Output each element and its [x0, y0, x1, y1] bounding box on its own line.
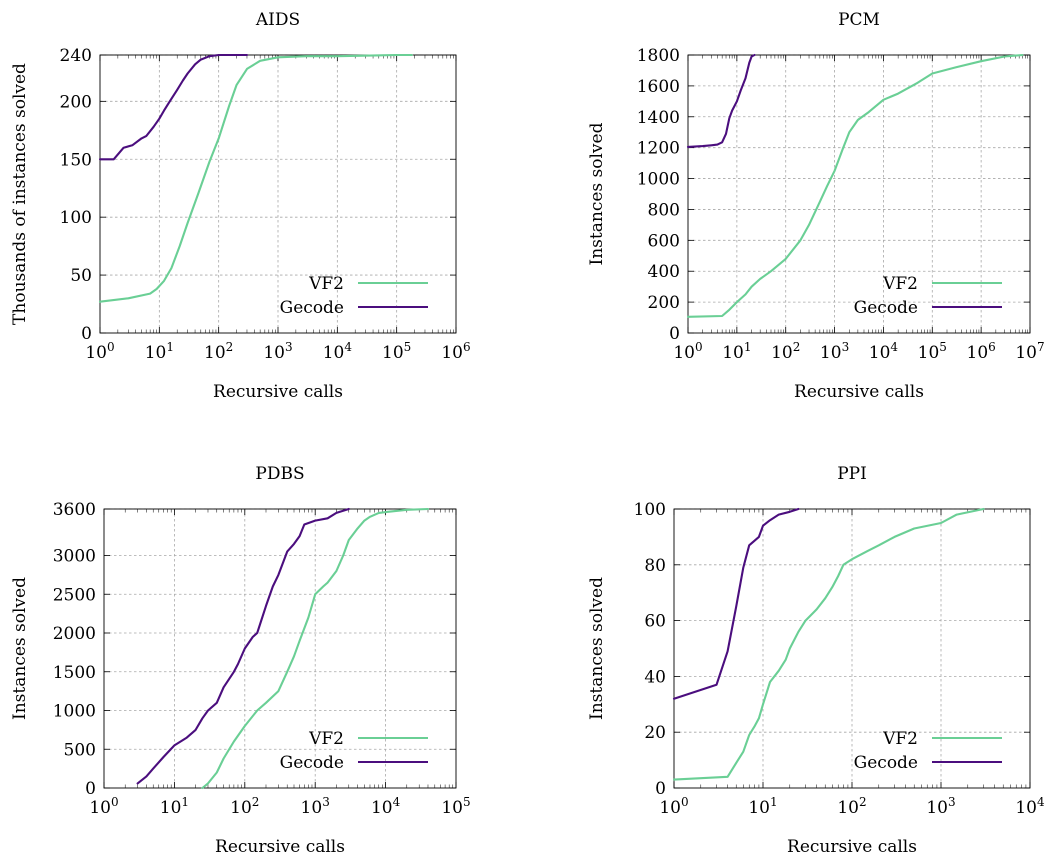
chart-aids: 100 101 102 103 104 105 106 0 50 100 150 200 240 AIDS…: [10, 10, 471, 402]
chart-title: PPI: [837, 464, 867, 484]
plot-frame: [103, 508, 457, 789]
x-tick-label: 101: [160, 795, 189, 818]
y-tick-label: 400: [648, 262, 680, 282]
x-tick-label: 103: [926, 795, 955, 818]
y-tick-label: 50: [70, 266, 92, 286]
y-tick-label: 0: [669, 324, 680, 344]
x-tick-label: 102: [230, 795, 259, 818]
y-tick-label: 2000: [53, 624, 96, 644]
x-tick-label: 103: [301, 795, 330, 818]
x-tick-label: 104: [1015, 795, 1045, 818]
legend-label-vf2: VF2: [308, 729, 344, 749]
legend-label-vf2: VF2: [882, 729, 918, 749]
x-tick-label: 100: [89, 795, 118, 818]
y-tick-label: 20: [644, 723, 666, 743]
y-tick-label: 240: [60, 46, 92, 66]
x-tick-label: 104: [371, 795, 401, 818]
y-axis-label: Thousands of instances solved: [10, 63, 30, 325]
x-tick-label: 100: [673, 340, 702, 363]
y-tick-label: 80: [644, 556, 666, 576]
series-line-vf2: [201, 507, 430, 790]
y-axis-label: Instances solved: [587, 122, 607, 265]
x-tick-label: 102: [771, 340, 800, 363]
legend-label-vf2: VF2: [308, 274, 344, 294]
y-tick-label: 100: [634, 500, 666, 520]
plot-frame: [687, 54, 1031, 334]
x-tick-label: 106: [441, 340, 470, 363]
x-tick-label: 103: [263, 340, 292, 363]
x-tick-label: 106: [967, 340, 996, 363]
series-line-gecode: [136, 507, 350, 785]
y-tick-label: 60: [644, 612, 666, 632]
chart-title: AIDS: [255, 10, 300, 30]
y-tick-label: 1000: [637, 170, 680, 190]
chart-ppi: 100 101 102 103 104 0 20 40 60 80 100 PPI Recursive …: [587, 464, 1045, 856]
x-tick-label: 107: [1015, 340, 1044, 363]
y-tick-label: 40: [644, 667, 666, 687]
series-line-vf2: [98, 53, 413, 303]
x-tick-label: 105: [441, 795, 470, 818]
y-tick-label: 200: [60, 92, 92, 112]
x-tick-label: 104: [323, 340, 353, 363]
series-line-gecode: [672, 507, 800, 700]
chart-pdbs: 100 101 102 103 104 105 0 500 1000 1500 2000 2500 30…: [10, 464, 471, 856]
x-axis-label: Recursive calls: [794, 382, 924, 402]
x-tick-label: 102: [837, 795, 866, 818]
y-tick-label: 1500: [53, 663, 96, 683]
y-axis-label: Instances solved: [587, 577, 607, 720]
x-tick-label: 105: [382, 340, 411, 363]
x-tick-label: 104: [869, 340, 899, 363]
x-axis-label: Recursive calls: [213, 382, 343, 402]
y-tick-label: 1200: [637, 139, 680, 159]
x-tick-label: 101: [722, 340, 751, 363]
x-tick-label: 100: [85, 340, 114, 363]
legend-label-gecode: Gecode: [280, 298, 344, 318]
x-axis-label: Recursive calls: [215, 837, 345, 856]
chart-pcm: 100 101 102 103 104 105 106 107 0 200 400 600 800 100…: [587, 10, 1045, 402]
y-tick-label: 150: [60, 150, 92, 170]
y-axis-label: Instances solved: [10, 577, 30, 720]
y-tick-label: 3600: [53, 500, 96, 520]
x-tick-label: 103: [820, 340, 849, 363]
y-tick-label: 0: [85, 779, 96, 799]
y-tick-label: 3000: [53, 547, 96, 567]
x-axis-label: Recursive calls: [787, 837, 917, 856]
y-tick-label: 600: [648, 231, 680, 251]
series-line-vf2: [672, 507, 985, 781]
y-tick-label: 800: [648, 200, 680, 220]
x-tick-label: 101: [748, 795, 777, 818]
y-tick-label: 0: [655, 779, 666, 799]
series-line-gecode: [686, 53, 756, 148]
x-tick-label: 100: [659, 795, 688, 818]
legend-label-gecode: Gecode: [854, 753, 918, 773]
x-tick-label: 105: [918, 340, 947, 363]
y-tick-label: 1600: [637, 77, 680, 97]
y-tick-label: 2500: [53, 585, 96, 605]
y-tick-label: 1400: [637, 108, 680, 128]
y-tick-label: 500: [64, 740, 96, 760]
y-tick-label: 1800: [637, 46, 680, 66]
chart-title: PDBS: [255, 464, 304, 484]
legend-label-gecode: Gecode: [280, 753, 344, 773]
legend-label-gecode: Gecode: [854, 298, 918, 318]
y-tick-label: 100: [60, 208, 92, 228]
series-line-gecode: [98, 53, 249, 161]
series-line-vf2: [686, 53, 1024, 318]
legend-label-vf2: VF2: [882, 274, 918, 294]
x-tick-label: 102: [204, 340, 233, 363]
y-tick-label: 0: [81, 324, 92, 344]
x-tick-label: 101: [145, 340, 174, 363]
y-tick-label: 1000: [53, 702, 96, 722]
y-tick-label: 200: [648, 293, 680, 313]
chart-title: PCM: [838, 10, 880, 30]
